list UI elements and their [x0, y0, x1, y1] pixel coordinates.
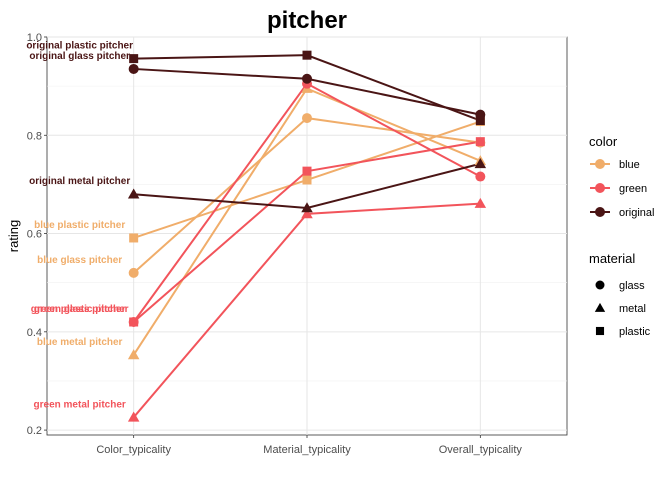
- legend-label-green: green: [619, 183, 647, 195]
- data-point-original-glass-pitcher: [128, 63, 139, 74]
- data-point-original-plastic-pitcher: [302, 50, 312, 60]
- data-point-blue-metal-pitcher: [127, 349, 140, 360]
- y-tick-label: 0.2: [27, 425, 42, 437]
- legend-label-glass: glass: [619, 280, 645, 292]
- legend-key-glass: [595, 280, 605, 290]
- data-point-original-metal-pitcher: [301, 202, 313, 213]
- data-point-original-plastic-pitcher: [475, 116, 485, 126]
- data-point-green-glass-pitcher: [475, 171, 486, 182]
- y-tick-label: 0.8: [27, 130, 42, 142]
- data-point-green-plastic-pitcher: [302, 166, 312, 176]
- x-tick-label: Overall_typicality: [439, 444, 523, 456]
- data-point-original-metal-pitcher: [127, 188, 140, 199]
- legend-label-metal: metal: [619, 303, 646, 315]
- data-point-original-plastic-pitcher: [129, 54, 139, 64]
- point-label-original-plastic-pitcher: original plastic pitcher: [26, 41, 133, 52]
- legend-material-title: material: [589, 251, 635, 266]
- data-point-green-metal-pitcher: [474, 197, 487, 208]
- point-label-blue-metal-pitcher: blue metal pitcher: [37, 337, 123, 348]
- x-tick-label: Color_typicality: [96, 444, 171, 456]
- point-label-green-glass-pitcher: green glass pitcher: [34, 304, 126, 315]
- legend-label-blue: blue: [619, 159, 640, 171]
- data-point-original-glass-pitcher: [475, 109, 486, 120]
- legend-key-metal: [594, 302, 606, 312]
- chart-title: pitcher: [267, 7, 347, 34]
- data-point-green-metal-pitcher: [127, 411, 140, 422]
- data-point-blue-plastic-pitcher: [129, 233, 139, 243]
- point-label-blue-plastic-pitcher: blue plastic pitcher: [34, 220, 125, 231]
- legend-key-point-original: [595, 207, 605, 217]
- data-point-blue-plastic-pitcher: [302, 175, 312, 185]
- y-tick-label: 0.6: [27, 229, 42, 241]
- legend-label-original: original: [619, 207, 654, 219]
- data-point-blue-glass-pitcher: [302, 113, 312, 124]
- data-point-green-metal-pitcher: [301, 208, 313, 219]
- legend-color-title: color: [589, 134, 618, 149]
- data-point-original-metal-pitcher: [474, 158, 487, 169]
- point-label-original-metal-pitcher: original metal pitcher: [29, 176, 130, 187]
- data-point-green-plastic-pitcher: [475, 137, 485, 147]
- legend-color: color blue green original: [589, 134, 654, 219]
- point-labels: blue plastic pitcher blue glass pitcher bl…: [26, 41, 133, 411]
- data-point-blue-glass-pitcher: [128, 267, 139, 278]
- legend-key-plastic: [595, 326, 605, 336]
- point-label-original-glass-pitcher: original glass pitcher: [29, 51, 130, 62]
- point-label-blue-glass-pitcher: blue glass pitcher: [37, 255, 122, 266]
- x-axis: Color_typicality Material_typicality Overa…: [96, 435, 522, 456]
- legend-material: material glass metal plastic: [589, 251, 651, 338]
- data-point-original-glass-pitcher: [302, 73, 312, 84]
- series-points: [127, 50, 487, 422]
- y-axis: 0.2 0.4 0.6 0.8 1.0: [27, 32, 47, 437]
- y-tick-label: 1.0: [27, 32, 42, 44]
- legend-key-point-blue: [595, 159, 605, 169]
- point-label-green-plastic-pitcher: green plastic pitcher: [31, 304, 129, 315]
- y-axis-title: rating: [6, 220, 21, 253]
- legend-label-plastic: plastic: [619, 326, 651, 338]
- y-tick-label: 0.4: [27, 327, 42, 339]
- legend-key-point-green: [595, 183, 605, 193]
- x-tick-label: Material_typicality: [263, 444, 351, 456]
- point-label-green-metal-pitcher: green metal pitcher: [34, 399, 126, 410]
- data-point-green-glass-pitcher: [128, 316, 139, 327]
